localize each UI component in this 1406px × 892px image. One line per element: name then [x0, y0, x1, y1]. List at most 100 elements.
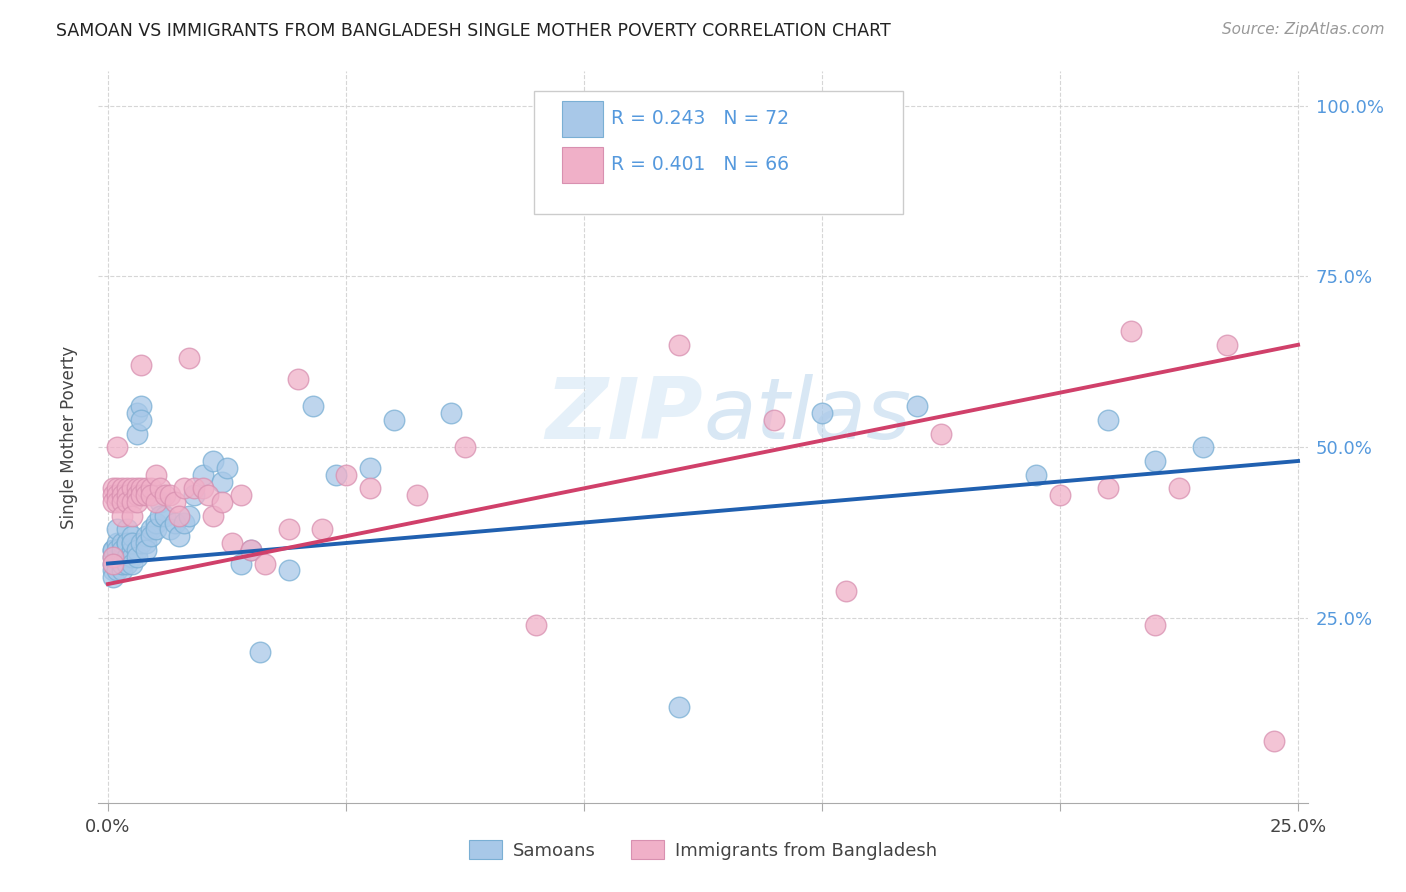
Point: [763, 413, 786, 427]
Point: [929, 426, 952, 441]
Point: [135, 481, 157, 495]
Point: [301, 400, 323, 414]
Point: [1121, 324, 1143, 338]
Point: [101, 542, 124, 557]
Point: [311, 522, 333, 536]
Point: [101, 481, 124, 495]
Point: [139, 522, 162, 536]
Point: [107, 481, 129, 495]
Point: [121, 481, 143, 495]
Point: [153, 488, 176, 502]
Point: [129, 359, 152, 373]
Point: [125, 549, 148, 564]
Point: [211, 495, 233, 509]
Point: [145, 467, 167, 482]
Point: [107, 549, 129, 564]
Point: [129, 488, 152, 502]
Point: [121, 495, 143, 509]
Point: [145, 495, 167, 509]
Point: [239, 542, 262, 557]
Point: [382, 413, 405, 427]
Point: [163, 516, 186, 530]
Point: [101, 495, 124, 509]
Point: [169, 508, 191, 523]
Point: [287, 372, 309, 386]
Point: [211, 475, 233, 489]
Point: [159, 522, 181, 536]
Point: [125, 542, 148, 557]
Point: [129, 413, 152, 427]
Point: [101, 557, 124, 571]
Point: [277, 522, 299, 536]
Point: [1192, 440, 1215, 454]
Point: [177, 351, 200, 366]
Point: [149, 508, 172, 523]
Point: [135, 536, 157, 550]
Point: [125, 481, 148, 495]
Point: [121, 549, 143, 564]
Point: [121, 557, 143, 571]
Point: [1097, 413, 1119, 427]
Point: [1025, 467, 1047, 482]
Point: [107, 522, 129, 536]
Point: [201, 508, 224, 523]
Point: [125, 406, 148, 420]
Point: [231, 557, 253, 571]
Point: [101, 549, 124, 564]
Point: [107, 536, 129, 550]
Point: [811, 406, 834, 420]
Point: [139, 529, 162, 543]
Point: [139, 481, 162, 495]
Point: [139, 488, 162, 502]
Point: [115, 549, 138, 564]
Point: [135, 488, 157, 502]
Point: [215, 460, 238, 475]
Point: [1097, 481, 1119, 495]
Point: [111, 488, 134, 502]
FancyBboxPatch shape: [561, 102, 603, 137]
Point: [111, 495, 134, 509]
Point: [129, 400, 152, 414]
Point: [254, 557, 277, 571]
Point: [231, 488, 253, 502]
Point: [111, 536, 134, 550]
Point: [359, 460, 381, 475]
Point: [359, 481, 381, 495]
Point: [115, 557, 138, 571]
Point: [125, 426, 148, 441]
Point: [115, 481, 138, 495]
Point: [121, 508, 143, 523]
Point: [249, 645, 271, 659]
Point: [239, 542, 262, 557]
Point: [454, 440, 477, 454]
Text: atlas: atlas: [703, 374, 911, 457]
Point: [101, 488, 124, 502]
Point: [197, 488, 219, 502]
Point: [191, 467, 214, 482]
Legend: Samoans, Immigrants from Bangladesh: Samoans, Immigrants from Bangladesh: [463, 833, 943, 867]
Point: [107, 563, 129, 577]
Point: [129, 536, 152, 550]
Point: [177, 508, 200, 523]
Point: [149, 481, 172, 495]
Point: [159, 488, 181, 502]
Point: [169, 529, 191, 543]
Point: [277, 563, 299, 577]
Point: [101, 542, 124, 557]
Point: [1049, 488, 1071, 502]
Point: [107, 542, 129, 557]
Text: R = 0.401   N = 66: R = 0.401 N = 66: [612, 154, 789, 174]
Point: [107, 488, 129, 502]
Point: [111, 557, 134, 571]
Point: [149, 495, 172, 509]
Point: [406, 488, 429, 502]
Text: Source: ZipAtlas.com: Source: ZipAtlas.com: [1222, 22, 1385, 37]
Point: [107, 557, 129, 571]
Point: [107, 495, 129, 509]
Point: [201, 454, 224, 468]
Point: [1168, 481, 1191, 495]
Point: [115, 536, 138, 550]
Point: [111, 542, 134, 557]
Point: [121, 536, 143, 550]
Point: [325, 467, 347, 482]
